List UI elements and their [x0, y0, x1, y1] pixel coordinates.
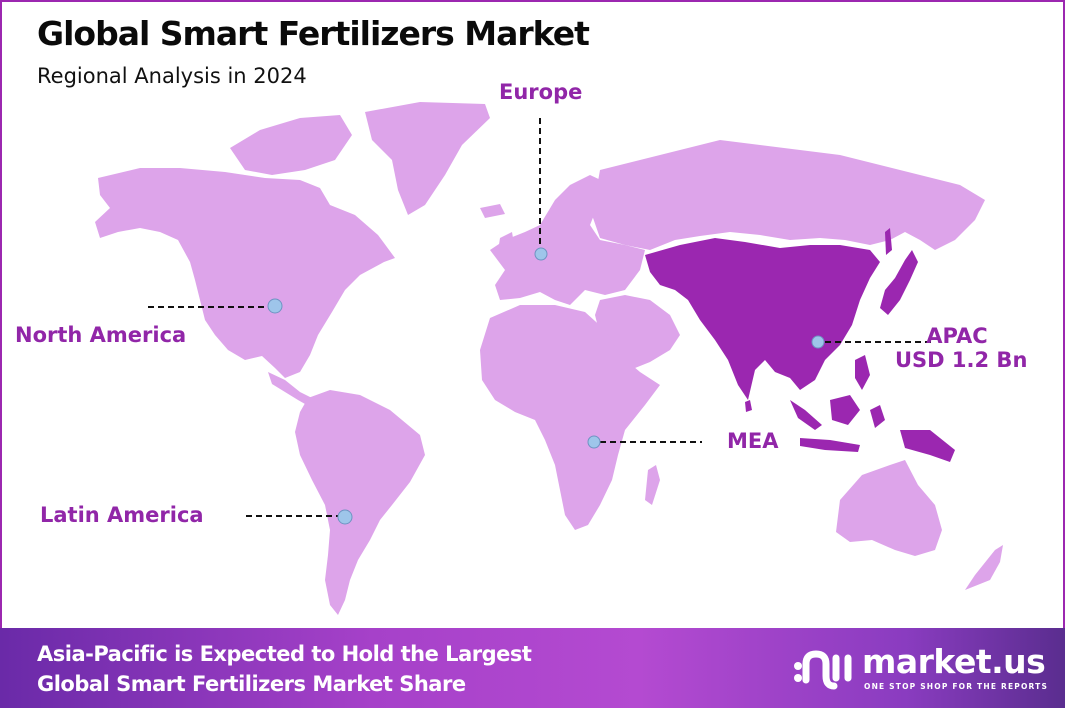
region-japan [880, 250, 918, 315]
marker-mea[interactable] [587, 435, 601, 449]
market-us-logo[interactable]: market.us ONE STOP SHOP FOR THE REPORTS [792, 642, 1047, 694]
region-indonesia [790, 395, 955, 462]
region-label-mea: MEA [727, 429, 779, 453]
region-iceland [480, 204, 505, 218]
region-sakhalin [885, 228, 892, 255]
region-uk [497, 232, 515, 262]
marker-europe[interactable] [534, 247, 548, 261]
market-us-logo-icon [794, 650, 852, 690]
marker-latin-america[interactable] [337, 509, 353, 525]
footer-headline: Asia-Pacific is Expected to Hold the Lar… [37, 639, 532, 699]
region-markers [267, 247, 825, 525]
region-label-latin-america: Latin America [40, 503, 204, 527]
footer-headline-line1: Asia-Pacific is Expected to Hold the Lar… [37, 642, 532, 666]
region-africa [480, 305, 660, 530]
region-sri-lanka [745, 400, 752, 412]
region-label-apac-name: APAC [926, 324, 988, 348]
region-europe [490, 175, 645, 305]
region-label-north-america: North America [15, 323, 187, 347]
footer-banner: Asia-Pacific is Expected to Hold the Lar… [0, 628, 1065, 708]
map-land-default [95, 102, 1003, 615]
page-subtitle: Regional Analysis in 2024 [37, 64, 307, 88]
region-madagascar [645, 465, 660, 505]
region-greenland [365, 102, 490, 215]
region-south-america [295, 390, 425, 615]
region-australia [836, 460, 942, 556]
region-label-apac-value: USD 1.2 Bn [895, 348, 1028, 372]
footer-headline-line2: Global Smart Fertilizers Market Share [37, 672, 466, 696]
region-central-america [268, 372, 320, 408]
region-north-america [95, 168, 395, 378]
map-land-apac [645, 228, 955, 462]
leader-lines [148, 118, 935, 517]
page-title: Global Smart Fertilizers Market [37, 14, 590, 53]
marker-north-america[interactable] [267, 298, 283, 314]
marker-apac[interactable] [811, 335, 825, 349]
logo-wordmark: market.us [862, 642, 1046, 681]
region-label-europe: Europe [499, 80, 583, 104]
logo-tagline: ONE STOP SHOP FOR THE REPORTS [864, 682, 1049, 691]
region-russia [592, 140, 985, 250]
world-map [95, 102, 1003, 615]
region-new-zealand [965, 545, 1003, 590]
region-philippines [855, 355, 870, 390]
region-apac-mainland [645, 238, 880, 400]
region-arctic-islands [230, 115, 352, 175]
region-label-apac: APAC USD 1.2 Bn [895, 324, 1028, 372]
